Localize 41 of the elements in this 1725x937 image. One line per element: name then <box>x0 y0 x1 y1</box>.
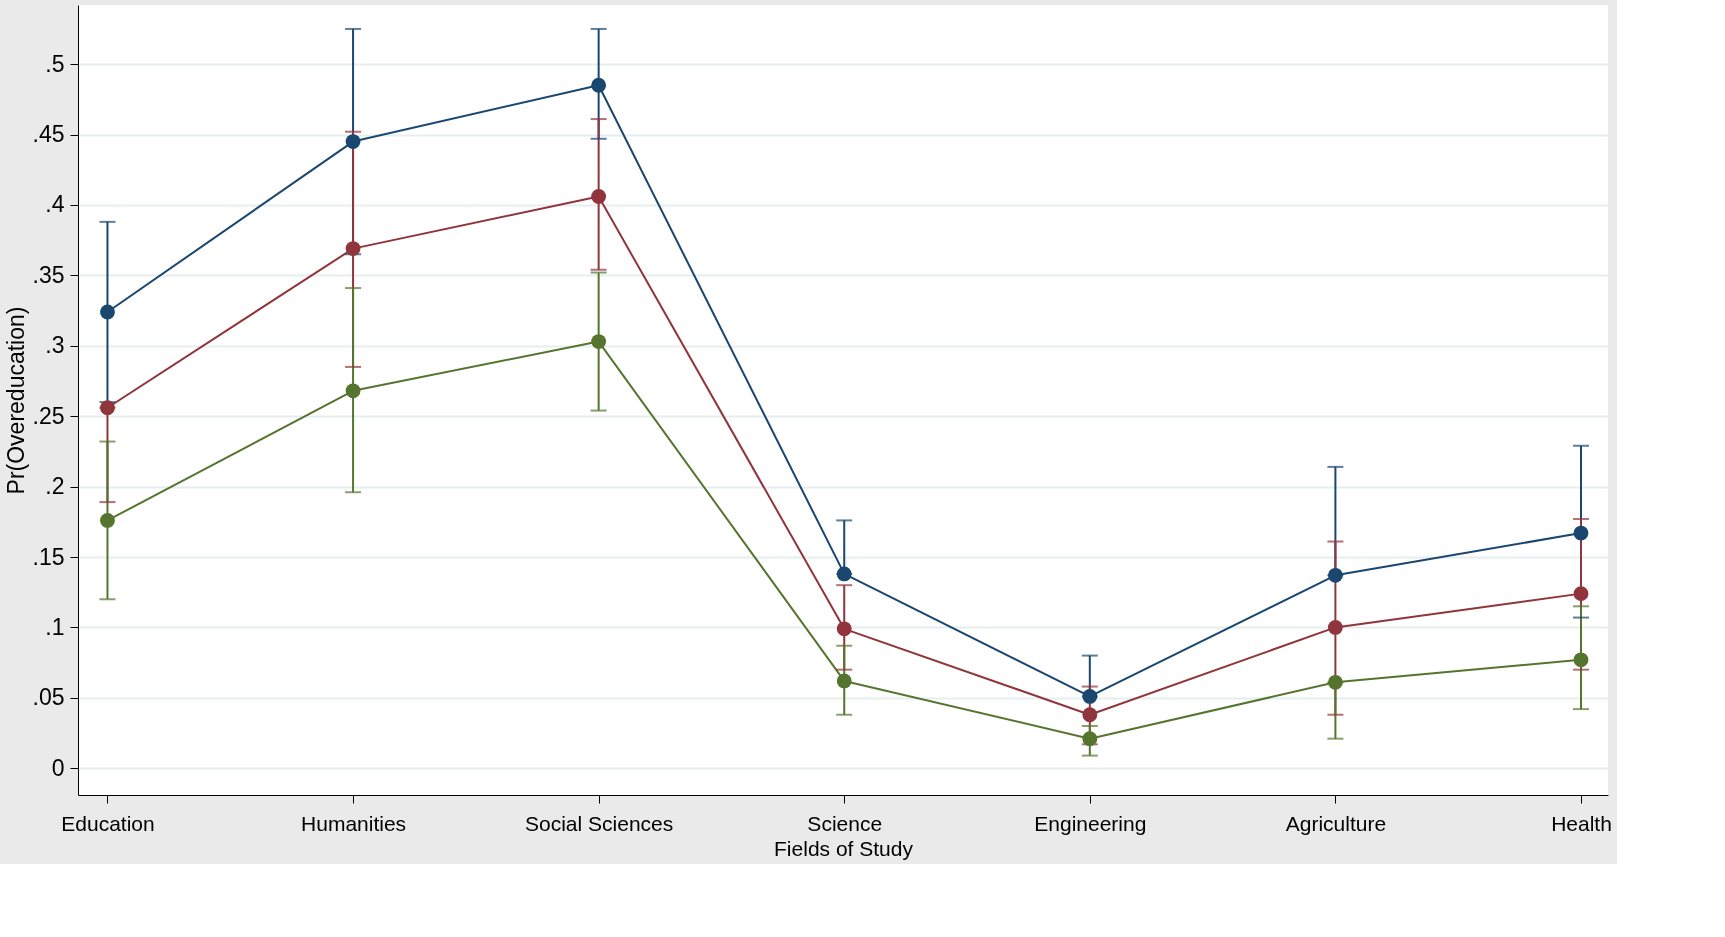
point <box>591 77 607 93</box>
point <box>1082 731 1098 747</box>
point <box>100 304 115 320</box>
point <box>836 673 852 689</box>
y-tick-label: .35 <box>32 261 65 288</box>
point <box>1573 586 1589 602</box>
y-tick-label: .4 <box>45 191 65 218</box>
point <box>1327 620 1343 635</box>
x-tick-label: Agriculture <box>1285 811 1387 835</box>
x-tick-label: Health <box>1551 811 1612 835</box>
x-tick-label: Science <box>807 811 883 835</box>
point <box>836 566 852 582</box>
x-tick-label: Engineering <box>1034 811 1147 835</box>
y-tick-label: .25 <box>32 402 65 429</box>
point <box>345 134 361 149</box>
point <box>591 189 607 204</box>
point <box>1573 652 1589 668</box>
point <box>1327 567 1343 583</box>
x-tick-label: Education <box>61 811 155 835</box>
y-tick-label: .5 <box>45 50 65 77</box>
point <box>100 513 115 528</box>
point <box>591 334 607 349</box>
y-tick-label: .1 <box>45 613 65 640</box>
x-tick-label: Humanities <box>301 811 407 835</box>
y-tick-label: .05 <box>32 684 65 711</box>
y-tick-label: .2 <box>45 473 65 500</box>
point <box>836 621 852 637</box>
y-tick-label: .15 <box>32 543 65 570</box>
y-tick-label: 0 <box>51 754 65 781</box>
point <box>345 241 361 257</box>
point <box>1573 525 1589 541</box>
y-axis-title: Pr(Overeducation) <box>2 306 29 495</box>
point <box>100 400 115 416</box>
point <box>1082 689 1098 704</box>
y-tick-label: .45 <box>32 121 65 148</box>
point <box>1327 674 1343 690</box>
y-tick-label: .3 <box>45 332 65 359</box>
point <box>1082 707 1098 723</box>
point <box>345 383 361 399</box>
x-tick-label: Social Sciences <box>525 811 674 835</box>
x-axis-title: Fields of Study <box>774 836 914 860</box>
